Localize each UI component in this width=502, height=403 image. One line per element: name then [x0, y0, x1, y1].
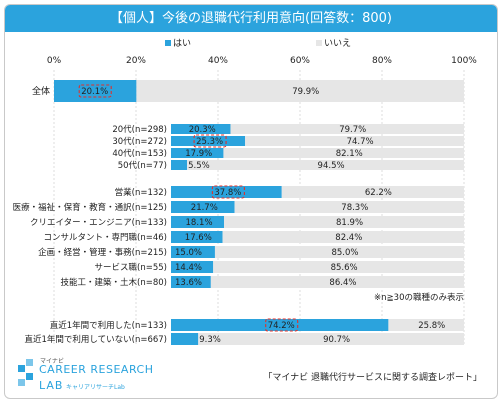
bar-yes: [171, 319, 389, 331]
bar-yes: [171, 148, 224, 158]
bar-no: [234, 201, 464, 213]
category-label: 営業(n=132): [115, 187, 167, 198]
data-label-no: 25.8%: [418, 321, 445, 331]
data-label-yes: 17.9%: [185, 149, 212, 159]
bar-no: [187, 160, 465, 170]
x-tick-label: 0%: [47, 56, 62, 66]
bar-no: [210, 276, 464, 288]
logo-sub: マイナビ: [40, 358, 64, 365]
x-tick-label: 40%: [208, 56, 228, 66]
data-label-yes: 13.6%: [175, 278, 202, 288]
bar-no: [136, 80, 464, 102]
data-label-no: 90.7%: [323, 335, 350, 345]
data-label-no: 78.3%: [341, 203, 368, 213]
bar-yes: [171, 136, 246, 146]
data-label-yes: 37.8%: [214, 188, 241, 198]
category-label: 50代(n=77): [118, 160, 167, 171]
category-label: コンサルタント・専門職(n=46): [44, 232, 167, 243]
bar-yes: [171, 186, 282, 198]
data-label-no: 79.9%: [292, 87, 319, 97]
logo-main: CAREER RESEARCH: [39, 363, 154, 376]
category-label: クリエイター・エンジニア(n=133): [30, 218, 167, 228]
data-label-no: 81.9%: [336, 218, 363, 228]
category-label: 直近1年間で利用した(n=133): [50, 320, 167, 331]
highlight-box: [265, 318, 299, 332]
data-label-no: 85.0%: [331, 248, 358, 258]
data-label-no: 86.4%: [329, 278, 356, 288]
bar-yes: [54, 80, 137, 102]
category-label: 20代(n=298): [112, 124, 167, 135]
data-label-yes: 21.7%: [191, 203, 218, 213]
bar-yes: [171, 216, 225, 228]
bar-no: [281, 186, 464, 198]
category-label: 企画・経営・管理・事務(n=215): [38, 247, 167, 258]
category-label: 技能工・建築・土木(n=80): [61, 277, 167, 288]
legend-label-yes: はい: [173, 38, 191, 49]
legend-label-no: いいえ: [324, 38, 351, 49]
chart-title: 【個人】今後の退職代行利用意向(回答数：800): [5, 5, 497, 32]
x-tick-label: 20%: [126, 56, 146, 66]
highlight-box: [193, 134, 227, 148]
logo-icon: [18, 359, 33, 386]
bar-no: [388, 319, 464, 331]
category-label: 40代(n=153): [112, 148, 167, 159]
bar-no: [198, 333, 464, 345]
data-label-yes: 20.1%: [81, 87, 108, 97]
data-label-yes: 5.5%: [188, 161, 210, 171]
data-label-no: 82.1%: [336, 149, 363, 159]
category-label: 直近1年間で利用していない(n=667): [24, 334, 167, 345]
bar-no: [223, 148, 464, 158]
logo: マイナビ CAREER RESEARCH LAB キャリアリサーチLab: [16, 355, 153, 395]
data-label-no: 62.2%: [365, 188, 392, 198]
bar-yes: [171, 276, 211, 288]
legend-swatch-yes: [165, 40, 171, 46]
x-tick-label: 80%: [372, 56, 392, 66]
bar-yes: [171, 160, 188, 170]
source-caption: 「マイナビ 退職代行サービスに関する調査レポート」: [263, 373, 482, 383]
data-label-no: 82.4%: [335, 233, 362, 243]
legend-swatch-no: [316, 40, 322, 46]
data-label-yes: 18.1%: [186, 218, 213, 228]
category-label: 医療・福祉・保育・教育・通訳(n=125): [13, 202, 167, 213]
bar-yes: [171, 261, 214, 273]
data-label-yes: 9.3%: [199, 335, 221, 345]
bar-no: [245, 136, 464, 146]
bar-yes: [171, 231, 223, 243]
category-label: 30代(n=272): [112, 136, 167, 147]
data-label-yes: 20.3%: [189, 125, 216, 135]
logo-lab: LAB: [39, 379, 64, 392]
data-label-yes: 17.6%: [185, 233, 212, 243]
bar-yes: [171, 201, 235, 213]
data-label-no: 79.7%: [339, 125, 366, 135]
highlight-box: [78, 84, 112, 98]
bar-yes: [171, 333, 199, 345]
bar-no: [230, 124, 464, 134]
bar-no: [222, 231, 464, 243]
category-label: 全体: [32, 85, 50, 97]
x-tick-label: 100%: [451, 56, 477, 66]
data-label-no: 94.5%: [318, 161, 345, 171]
data-label-yes: 25.3%: [196, 137, 223, 147]
bar-no: [224, 216, 464, 228]
data-label-yes: 74.2%: [268, 321, 295, 331]
bar-yes: [171, 246, 215, 258]
bar-no: [214, 246, 464, 258]
data-label-no: 85.6%: [331, 263, 358, 273]
bar-no: [213, 261, 464, 273]
highlight-box: [211, 185, 245, 199]
x-tick-label: 60%: [290, 56, 310, 66]
logo-lab-sub: キャリアリサーチLab: [66, 384, 125, 391]
chart-note: ※n≧30の職種のみ表示: [374, 292, 464, 303]
data-label-no: 74.7%: [347, 137, 374, 147]
bar-yes: [171, 124, 231, 134]
data-label-yes: 14.4%: [175, 263, 202, 273]
category-label: サービス職(n=55): [95, 263, 167, 273]
data-label-yes: 15.0%: [175, 248, 202, 258]
